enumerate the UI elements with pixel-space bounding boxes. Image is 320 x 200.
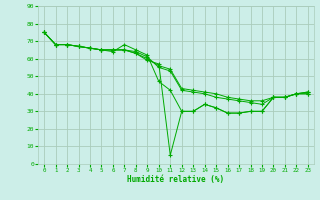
X-axis label: Humidité relative (%): Humidité relative (%) (127, 175, 225, 184)
